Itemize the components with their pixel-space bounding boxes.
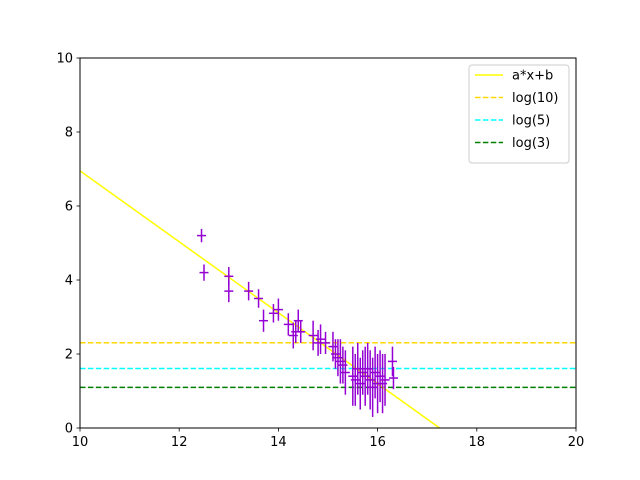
- data-point: [283, 313, 293, 336]
- x-tick-label: 20: [568, 435, 585, 450]
- data-point: [199, 264, 209, 281]
- y-tick-label: 6: [65, 200, 73, 215]
- x-tick-label: 12: [171, 435, 188, 450]
- legend-label: a*x+b: [512, 69, 553, 84]
- legend-label: log(3): [512, 136, 550, 151]
- data-point: [273, 298, 283, 321]
- data-point: [244, 281, 254, 301]
- x-axis: 10 12 14 16 18 20: [72, 428, 585, 450]
- legend-label: log(10): [512, 91, 559, 106]
- legend-box: [468, 64, 570, 164]
- y-tick-label: 4: [65, 274, 73, 289]
- data-point: [316, 324, 326, 354]
- y-tick-label: 0: [65, 422, 73, 437]
- y-tick-label: 8: [65, 126, 73, 141]
- x-tick-label: 16: [369, 435, 386, 450]
- x-tick-label: 14: [270, 435, 287, 450]
- x-tick-label: 18: [469, 435, 486, 450]
- y-tick-label: 10: [56, 52, 73, 67]
- data-point: [254, 289, 264, 308]
- data-point: [197, 228, 207, 243]
- data-point: [380, 354, 390, 406]
- y-axis: 0 2 4 6 8 10: [56, 52, 80, 437]
- axes-frame: [79, 57, 577, 429]
- data-point: [321, 331, 331, 354]
- legend: a*x+b log(10) log(5) log(3): [468, 64, 570, 164]
- x-tick-label: 10: [72, 435, 89, 450]
- data-point: [387, 346, 397, 377]
- data-point: [259, 309, 269, 332]
- data-point: [340, 350, 350, 395]
- data-point: [224, 280, 234, 303]
- plot-area: [80, 170, 576, 428]
- data-point: [308, 320, 318, 351]
- legend-label: log(5): [512, 114, 550, 129]
- y-tick-label: 2: [65, 348, 73, 363]
- data-point: [388, 366, 398, 390]
- data-point: [268, 304, 278, 323]
- data-point: [296, 320, 306, 343]
